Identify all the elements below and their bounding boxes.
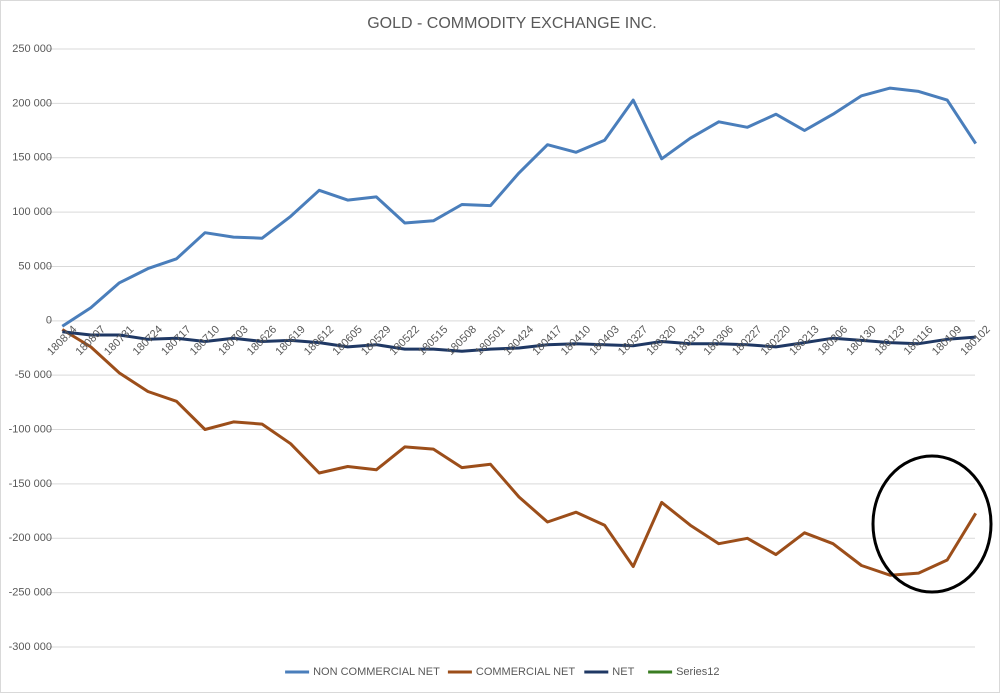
- y-tick-label: -300 000: [9, 641, 52, 653]
- grid: [48, 48, 975, 648]
- legend-label: NET: [612, 666, 634, 678]
- y-tick-label: -200 000: [9, 532, 52, 544]
- y-tick-label: 0: [46, 315, 52, 327]
- y-tick-label: -100 000: [9, 423, 52, 435]
- legend: NON COMMERCIAL NET COMMERCIAL NET NET Serie…: [285, 666, 720, 678]
- legend-label: NON COMMERCIAL NET: [313, 666, 440, 678]
- y-tick-label: 50 000: [18, 260, 52, 272]
- annotation-circle: [871, 454, 993, 594]
- legend-label: Series12: [676, 666, 719, 678]
- y-tick-label: 250 000: [12, 43, 52, 55]
- y-tick-label: -150 000: [9, 478, 52, 490]
- y-tick-label: -250 000: [9, 587, 52, 599]
- chart-title: GOLD - COMMODITY EXCHANGE INC.: [367, 15, 657, 32]
- plot: [61, 86, 977, 577]
- y-tick-label: -50 000: [15, 369, 52, 381]
- y-tick-label: 150 000: [12, 152, 52, 164]
- series-line: [61, 328, 977, 577]
- series-line: [62, 330, 976, 353]
- series-line: [61, 86, 977, 328]
- y-tick-label: 100 000: [12, 206, 52, 218]
- y-tick-label: 200 000: [12, 97, 52, 109]
- legend-label: COMMERCIAL NET: [476, 666, 575, 678]
